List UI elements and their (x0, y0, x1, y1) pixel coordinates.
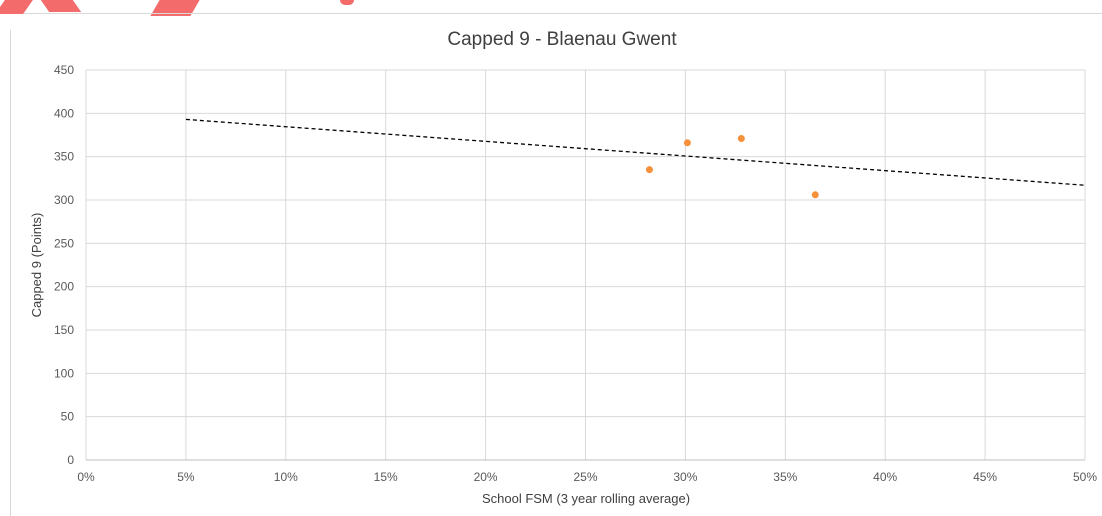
data-points (645, 134, 819, 199)
x-tick-label: 20% (474, 470, 498, 484)
chart-title: Capped 9 - Blaenau Gwent (447, 29, 677, 50)
chart-border-left (10, 30, 11, 516)
y-tick-label: 350 (54, 150, 74, 164)
y-tick-label: 450 (54, 63, 74, 77)
red-decoration-shape (340, 0, 354, 5)
y-tick-label: 150 (54, 323, 74, 337)
x-tick-label: 5% (177, 470, 195, 484)
x-tick-label: 35% (773, 470, 797, 484)
x-tick-labels: 0% 5% 10% 15% 20% 25% 30% 35% 40% 45% 50% (77, 470, 1097, 484)
y-tick-labels: 0 50 100 150 200 250 300 350 400 450 (54, 63, 74, 467)
x-tick-label: 10% (274, 470, 298, 484)
x-tick-label: 45% (973, 470, 997, 484)
y-tick-label: 250 (54, 236, 74, 250)
x-tick-label: 25% (573, 470, 597, 484)
y-tick-label: 400 (54, 106, 74, 120)
data-point (811, 191, 819, 199)
data-point (683, 139, 691, 147)
data-point (645, 166, 653, 174)
x-axis-title: School FSM (3 year rolling average) (482, 491, 690, 506)
trendline-group (185, 118, 1086, 186)
x-tick-label: 30% (673, 470, 697, 484)
y-tick-label: 200 (54, 280, 74, 294)
x-tick-label: 50% (1073, 470, 1097, 484)
x-tick-label: 40% (873, 470, 897, 484)
y-tick-label: 100 (54, 366, 74, 380)
y-axis-title: Capped 9 (Points) (29, 213, 44, 318)
y-tick-label: 50 (61, 410, 75, 424)
grid-lines (85, 69, 1086, 461)
data-point (737, 134, 745, 142)
trendline (185, 118, 1086, 186)
y-tick-label: 300 (54, 193, 74, 207)
x-tick-label: 0% (77, 470, 95, 484)
x-tick-label: 15% (374, 470, 398, 484)
y-tick-label: 0 (67, 453, 74, 467)
chart-border-top (24, 13, 1102, 14)
